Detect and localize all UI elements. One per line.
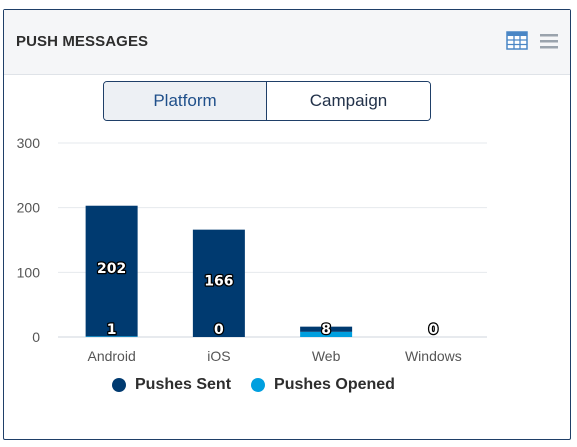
- data-label-pushes-sent-windows: 0: [429, 322, 439, 338]
- x-tick-label-web: Web: [312, 348, 341, 364]
- view-toggle: Platform Campaign: [103, 81, 431, 121]
- x-tick-label-windows: Windows: [405, 348, 462, 364]
- x-tick-label-android: Android: [87, 348, 135, 364]
- bar-pushes-sent-android: [85, 205, 138, 337]
- hamburger-menu-icon[interactable]: [539, 31, 561, 51]
- legend-item-pushes-opened[interactable]: Pushes Opened: [251, 376, 395, 394]
- widget-title: PUSH MESSAGES: [16, 33, 149, 50]
- campaign-toggle-button[interactable]: Campaign: [267, 82, 430, 120]
- y-tick-label-300: 300: [17, 135, 41, 151]
- bar-pushes-sent-ios: [192, 229, 245, 337]
- legend-marker-pushes-sent: [112, 378, 126, 392]
- platform-toggle-button[interactable]: Platform: [104, 82, 267, 120]
- data-label-pushes-opened-ios: 0: [214, 322, 224, 338]
- x-tick-label-ios: iOS: [207, 348, 230, 364]
- legend-label-pushes-sent: Pushes Sent: [135, 376, 232, 393]
- data-label-pushes-sent-ios: 166: [204, 273, 233, 289]
- push-messages-bar-chart: 0 100 200 300 202 1 Android 166 0 iOS 8 Web 0 Windows: [17, 135, 487, 364]
- y-tick-label-0: 0: [32, 329, 40, 345]
- bar-pushes-opened-web: [300, 331, 353, 337]
- data-label-pushes-sent-android: 202: [97, 261, 126, 277]
- widget-header: PUSH MESSAGES: [4, 10, 570, 75]
- legend-marker-pushes-opened: [251, 378, 266, 392]
- y-tick-label-100: 100: [17, 264, 41, 280]
- legend-label-pushes-opened: Pushes Opened: [274, 376, 395, 393]
- bar-pushes-sent-web: [300, 326, 353, 332]
- data-label-pushes-sent-web: 8: [321, 322, 331, 338]
- data-label-pushes-opened-android: 1: [107, 322, 117, 338]
- y-tick-label-200: 200: [17, 200, 41, 216]
- table-view-icon[interactable]: [506, 31, 528, 51]
- bar-pushes-opened-android: [85, 336, 138, 337]
- legend-item-pushes-sent[interactable]: Pushes Sent: [112, 376, 231, 394]
- chart-legend: Pushes Sent Pushes Opened: [112, 376, 395, 394]
